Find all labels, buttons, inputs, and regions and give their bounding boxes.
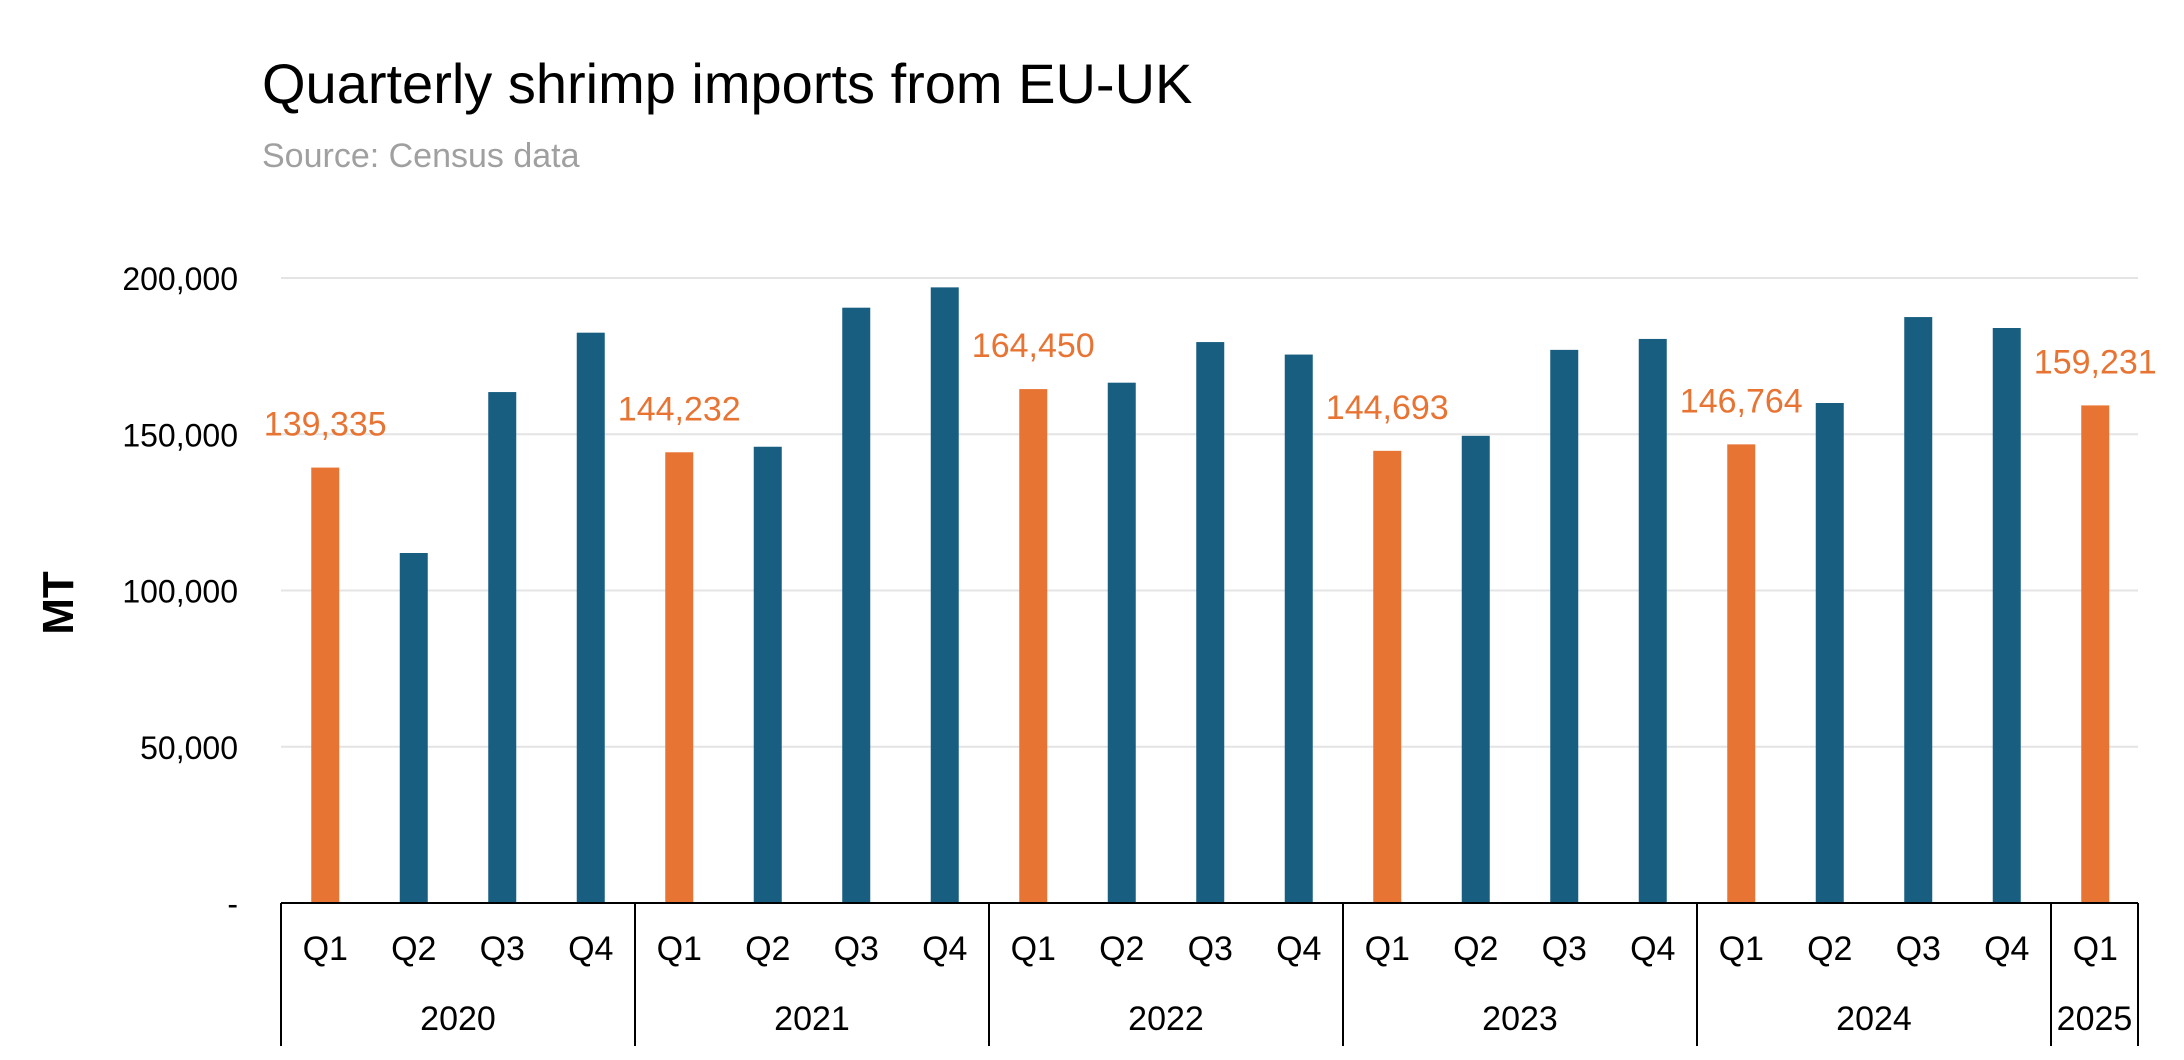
data-label-2020-q1: 139,335 (264, 406, 387, 444)
data-label-2022-q1: 164,450 (972, 327, 1095, 365)
y-tick-label: 200,000 (122, 261, 238, 297)
chart-subtitle: Source: Census data (262, 137, 580, 175)
chart-title: Quarterly shrimp imports from EU-UK (262, 52, 1192, 115)
y-tick-label: - (227, 886, 238, 922)
bars (311, 287, 2110, 903)
y-tick-label: 100,000 (122, 574, 238, 610)
x-axis: Q1 Q2 Q3 Q4 2020 Q1 Q2 Q3 Q4 2021 Q1 Q2 Q3 Q4 2022 Q1 Q2… (280, 902, 2139, 1046)
data-label-2021-q1: 144,232 (618, 390, 741, 428)
y-axis-ticks: - 50,000 100,000 150,000 200,000 (122, 261, 238, 922)
x-tick-label: Q4 (1630, 930, 1675, 968)
bar-2023-q4 (1638, 338, 1667, 903)
x-tick-label: Q2 (391, 930, 436, 968)
data-labels: 139,335 144,232 164,450 144,693 146,764 159,2… (264, 327, 2157, 443)
x-tick-label: Q1 (2073, 930, 2118, 968)
year-label-2022: 2022 (1128, 1000, 1204, 1038)
bar-2022-q2 (1107, 382, 1136, 903)
bar-2024-q3 (1904, 317, 1933, 903)
x-tick-label: Q2 (1099, 930, 1144, 968)
bar-2025-q1 (2081, 405, 2110, 903)
x-tick-label: Q4 (568, 930, 613, 968)
data-label-2023-q1: 144,693 (1326, 389, 1449, 427)
x-tick-label: Q3 (1896, 930, 1941, 968)
year-label-2023: 2023 (1482, 1000, 1558, 1038)
bar-2022-q3 (1196, 342, 1225, 903)
x-tick-label: Q3 (1542, 930, 1587, 968)
x-tick-label: Q1 (1719, 930, 1764, 968)
bar-2023-q2 (1461, 435, 1490, 903)
x-tick-label: Q3 (480, 930, 525, 968)
bar-2021-q4 (930, 287, 959, 903)
year-label-2021: 2021 (774, 1000, 850, 1038)
year-label-2025: 2025 (2057, 1000, 2133, 1038)
x-tick-label: Q2 (1807, 930, 1852, 968)
x-tick-label: Q4 (1984, 930, 2029, 968)
y-tick-label: 150,000 (122, 417, 238, 453)
x-tick-label: Q3 (834, 930, 879, 968)
x-tick-label: Q2 (745, 930, 790, 968)
data-label-2025-q1: 159,231 (2034, 343, 2157, 381)
bar-2022-q1 (1019, 389, 1048, 903)
bar-2020-q3 (488, 392, 517, 903)
bar-2022-q4 (1284, 354, 1313, 903)
x-tick-label: Q3 (1188, 930, 1233, 968)
bar-2020-q1 (311, 467, 340, 903)
y-tick-label: 50,000 (140, 730, 238, 766)
bar-2020-q2 (399, 553, 428, 903)
y-axis-label: MT (34, 571, 83, 635)
x-tick-label: Q4 (922, 930, 967, 968)
bar-2020-q4 (576, 332, 605, 903)
year-label-2020: 2020 (420, 1000, 496, 1038)
bar-2024-q1 (1727, 444, 1756, 903)
bar-2021-q3 (842, 307, 871, 903)
bar-2021-q1 (665, 452, 694, 903)
x-tick-label: Q1 (1011, 930, 1056, 968)
bar-2023-q1 (1373, 450, 1402, 903)
data-label-2024-q1: 146,764 (1680, 382, 1803, 420)
bar-2024-q4 (1992, 328, 2021, 903)
x-tick-label: Q1 (657, 930, 702, 968)
x-tick-label: Q4 (1276, 930, 1321, 968)
bar-2023-q3 (1550, 349, 1579, 903)
x-tick-label: Q1 (303, 930, 348, 968)
year-label-2024: 2024 (1836, 1000, 1912, 1038)
bar-2024-q2 (1815, 403, 1844, 903)
x-tick-label: Q2 (1453, 930, 1498, 968)
bar-2021-q2 (753, 446, 782, 903)
x-tick-label: Q1 (1365, 930, 1410, 968)
